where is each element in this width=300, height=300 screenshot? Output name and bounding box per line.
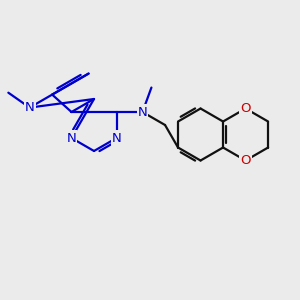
Text: N: N <box>138 106 147 118</box>
Text: N: N <box>112 131 122 145</box>
Text: O: O <box>240 102 251 115</box>
Text: N: N <box>67 131 76 145</box>
Text: O: O <box>240 154 251 167</box>
Text: N: N <box>25 101 34 114</box>
